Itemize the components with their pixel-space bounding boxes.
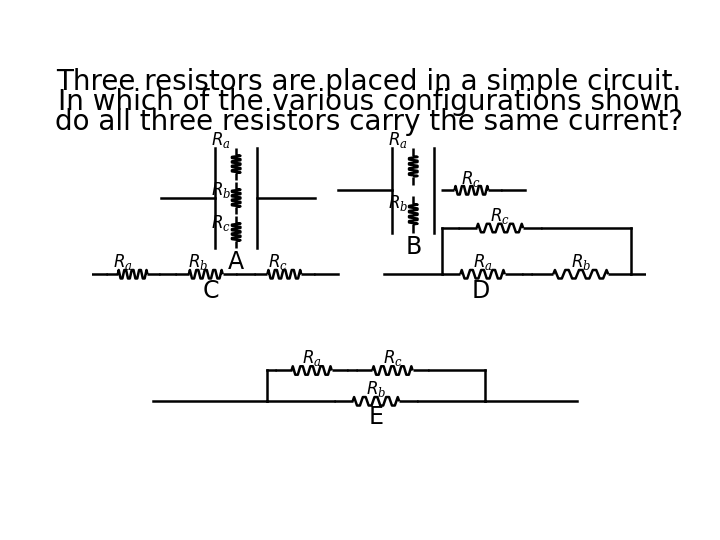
Text: $R_\mathregular{c}$: $R_\mathregular{c}$ xyxy=(382,348,402,368)
Text: $R_\mathregular{b}$: $R_\mathregular{b}$ xyxy=(211,180,231,200)
Text: B: B xyxy=(405,234,421,259)
Text: $R_\mathregular{c}$: $R_\mathregular{c}$ xyxy=(490,206,510,226)
Text: $R_\mathregular{a}$: $R_\mathregular{a}$ xyxy=(211,130,230,150)
Text: E: E xyxy=(369,404,384,429)
Text: C: C xyxy=(203,279,220,303)
Text: In which of the various configurations shown: In which of the various configurations s… xyxy=(58,88,680,116)
Text: $R_\mathregular{a}$: $R_\mathregular{a}$ xyxy=(473,252,492,272)
Text: $R_\mathregular{b}$: $R_\mathregular{b}$ xyxy=(388,193,408,213)
Text: $R_\mathregular{c}$: $R_\mathregular{c}$ xyxy=(462,169,482,189)
Text: D: D xyxy=(472,279,490,303)
Text: do all three resistors carry the same current?: do all three resistors carry the same cu… xyxy=(55,108,683,136)
Text: Three resistors are placed in a simple circuit.: Three resistors are placed in a simple c… xyxy=(56,68,682,96)
Text: $R_\mathregular{a}$: $R_\mathregular{a}$ xyxy=(302,348,322,368)
Text: $R_\mathregular{c}$: $R_\mathregular{c}$ xyxy=(211,213,230,233)
Text: $R_\mathregular{a}$: $R_\mathregular{a}$ xyxy=(113,252,132,272)
Text: $R_\mathregular{b}$: $R_\mathregular{b}$ xyxy=(571,252,591,272)
Text: $R_\mathregular{b}$: $R_\mathregular{b}$ xyxy=(366,379,386,399)
Text: A: A xyxy=(228,250,244,274)
Text: $R_\mathregular{c}$: $R_\mathregular{c}$ xyxy=(269,252,288,272)
Text: $R_\mathregular{b}$: $R_\mathregular{b}$ xyxy=(188,252,208,272)
Text: $R_\mathregular{a}$: $R_\mathregular{a}$ xyxy=(388,130,408,150)
